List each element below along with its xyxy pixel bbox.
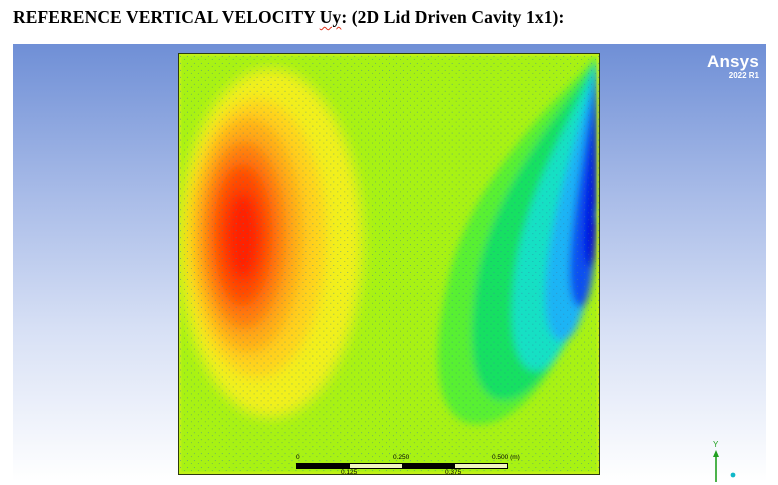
scale-label-125: 0.125	[341, 469, 358, 476]
ansys-logo: Ansys 2022 R1	[707, 53, 759, 80]
y-axis-label: Y	[713, 440, 719, 449]
title-variable: Uy	[319, 7, 342, 27]
triad-origin-marker	[730, 472, 736, 478]
scale-bar-segments	[296, 463, 508, 469]
scale-seg-2	[349, 464, 402, 468]
brand-name: Ansys	[706, 52, 759, 71]
contour-field	[179, 54, 599, 474]
y-axis-arrow-icon	[713, 450, 719, 457]
document-title: REFERENCE VERTICAL VELOCITY Uy: (2D Lid …	[13, 7, 564, 28]
axis-triad-graphic	[713, 450, 736, 482]
scale-seg-4	[454, 464, 507, 468]
brand-version: 2022 R1	[728, 71, 759, 80]
graphics-viewport[interactable]: Ansys 2022 R1 0 0.250 0.500 (m) 0.125 0.…	[13, 44, 766, 482]
title-text: REFERENCE VERTICAL VELOCITY	[13, 7, 320, 27]
velocity-contour-plot[interactable]	[178, 53, 600, 475]
length-scale-bar: 0 0.250 0.500 (m) 0.125 0.375	[296, 453, 520, 481]
scale-label-500: 0.500 (m)	[492, 454, 520, 461]
scale-label-0: 0	[296, 454, 300, 461]
title-suffix: : (2D Lid Driven Cavity 1x1):	[341, 7, 565, 27]
axis-triad[interactable]: Y X	[703, 441, 763, 482]
scale-seg-1	[297, 464, 350, 468]
scale-seg-3	[402, 464, 455, 468]
scale-label-250: 0.250	[393, 454, 410, 461]
mesh-overlay	[179, 54, 599, 474]
scale-label-375: 0.375	[445, 469, 462, 476]
